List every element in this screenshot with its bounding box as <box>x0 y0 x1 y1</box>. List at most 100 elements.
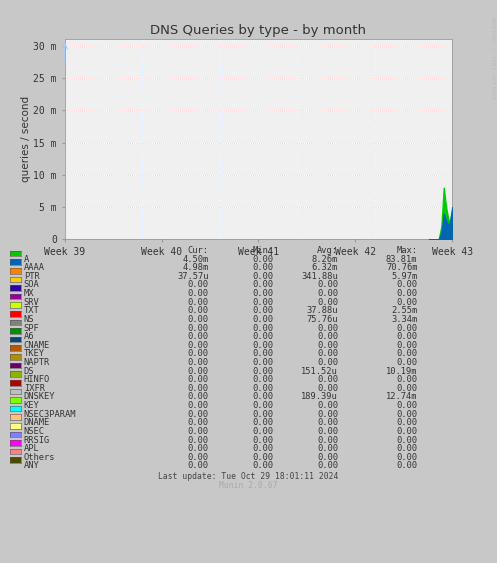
Text: 0.00: 0.00 <box>397 280 417 289</box>
Text: 0.00: 0.00 <box>252 341 273 350</box>
Text: 0.00: 0.00 <box>252 462 273 470</box>
Text: KEY: KEY <box>24 401 40 410</box>
Text: 0.00: 0.00 <box>317 324 338 333</box>
Text: 0.00: 0.00 <box>252 358 273 367</box>
Text: 189.39u: 189.39u <box>301 392 338 401</box>
Text: 0.00: 0.00 <box>397 341 417 350</box>
Text: DNAME: DNAME <box>24 418 50 427</box>
Text: A: A <box>24 254 29 263</box>
Text: APL: APL <box>24 444 40 453</box>
Text: RRSIG: RRSIG <box>24 436 50 445</box>
Text: 0.00: 0.00 <box>188 427 209 436</box>
Text: 0.00: 0.00 <box>188 306 209 315</box>
Text: 0.00: 0.00 <box>188 376 209 384</box>
Text: SRV: SRV <box>24 298 40 307</box>
Text: 0.00: 0.00 <box>317 298 338 307</box>
Text: 0.00: 0.00 <box>397 332 417 341</box>
Text: 0.00: 0.00 <box>397 462 417 470</box>
Text: 0.00: 0.00 <box>317 410 338 419</box>
Text: 0.00: 0.00 <box>397 350 417 359</box>
Text: 4.50m: 4.50m <box>182 254 209 263</box>
Text: 0.00: 0.00 <box>252 410 273 419</box>
Text: Others: Others <box>24 453 55 462</box>
Text: 0.00: 0.00 <box>252 418 273 427</box>
Text: 0.00: 0.00 <box>317 341 338 350</box>
Text: NSEC3PARAM: NSEC3PARAM <box>24 410 77 419</box>
Text: 0.00: 0.00 <box>252 427 273 436</box>
Text: 0.00: 0.00 <box>397 358 417 367</box>
Text: 75.76u: 75.76u <box>307 315 338 324</box>
Text: 0.00: 0.00 <box>317 280 338 289</box>
Text: 341.88u: 341.88u <box>301 272 338 281</box>
Text: 0.00: 0.00 <box>397 324 417 333</box>
Text: 0.00: 0.00 <box>252 272 273 281</box>
Text: 0.00: 0.00 <box>317 444 338 453</box>
Text: 0.00: 0.00 <box>397 384 417 393</box>
Text: 37.88u: 37.88u <box>307 306 338 315</box>
Text: 0.00: 0.00 <box>188 392 209 401</box>
Text: 0.00: 0.00 <box>252 263 273 272</box>
Text: 0.00: 0.00 <box>397 444 417 453</box>
Text: 0.00: 0.00 <box>188 332 209 341</box>
Text: NS: NS <box>24 315 34 324</box>
Text: 0.00: 0.00 <box>188 280 209 289</box>
Text: 0.00: 0.00 <box>252 401 273 410</box>
Text: 0.00: 0.00 <box>397 418 417 427</box>
Text: DS: DS <box>24 367 34 376</box>
Text: SOA: SOA <box>24 280 40 289</box>
Text: 0.00: 0.00 <box>252 444 273 453</box>
Text: 0.00: 0.00 <box>317 427 338 436</box>
Text: 0.00: 0.00 <box>188 358 209 367</box>
Text: 0.00: 0.00 <box>188 289 209 298</box>
Text: 0.00: 0.00 <box>317 350 338 359</box>
Text: 0.00: 0.00 <box>188 384 209 393</box>
Text: 0.00: 0.00 <box>317 401 338 410</box>
Text: DNSKEY: DNSKEY <box>24 392 55 401</box>
Text: 0.00: 0.00 <box>317 376 338 384</box>
Text: 0.00: 0.00 <box>397 427 417 436</box>
Text: 0.00: 0.00 <box>397 453 417 462</box>
Text: 0.00: 0.00 <box>317 436 338 445</box>
Text: Max:: Max: <box>397 246 417 255</box>
Text: 0.00: 0.00 <box>188 436 209 445</box>
Text: 0.00: 0.00 <box>252 376 273 384</box>
Text: 0.00: 0.00 <box>252 254 273 263</box>
Text: NSEC: NSEC <box>24 427 45 436</box>
Text: 0.00: 0.00 <box>252 306 273 315</box>
Text: 0.00: 0.00 <box>252 367 273 376</box>
Text: 0.00: 0.00 <box>252 392 273 401</box>
Text: 4.98m: 4.98m <box>182 263 209 272</box>
Text: 0.00: 0.00 <box>188 444 209 453</box>
Text: 0.00: 0.00 <box>317 453 338 462</box>
Text: Last update: Tue Oct 29 18:01:11 2024: Last update: Tue Oct 29 18:01:11 2024 <box>159 472 338 481</box>
Text: 0.00: 0.00 <box>397 289 417 298</box>
Text: 0.00: 0.00 <box>397 298 417 307</box>
Text: IXFR: IXFR <box>24 384 45 393</box>
Text: 37.57u: 37.57u <box>177 272 209 281</box>
Text: AAAA: AAAA <box>24 263 45 272</box>
Text: 0.00: 0.00 <box>252 453 273 462</box>
Text: SPF: SPF <box>24 324 40 333</box>
Text: HINFO: HINFO <box>24 376 50 384</box>
Text: 0.00: 0.00 <box>252 289 273 298</box>
Text: Avg:: Avg: <box>317 246 338 255</box>
Text: 83.81m: 83.81m <box>386 254 417 263</box>
Text: MX: MX <box>24 289 34 298</box>
Text: 151.52u: 151.52u <box>301 367 338 376</box>
Text: 0.00: 0.00 <box>317 418 338 427</box>
Text: 3.34m: 3.34m <box>391 315 417 324</box>
Text: 2.55m: 2.55m <box>391 306 417 315</box>
Text: 10.19m: 10.19m <box>386 367 417 376</box>
Text: 0.00: 0.00 <box>252 350 273 359</box>
Text: 0.00: 0.00 <box>252 324 273 333</box>
Text: 0.00: 0.00 <box>317 332 338 341</box>
Text: 0.00: 0.00 <box>317 462 338 470</box>
Text: 0.00: 0.00 <box>252 298 273 307</box>
Text: TKEY: TKEY <box>24 350 45 359</box>
Text: 0.00: 0.00 <box>397 436 417 445</box>
Text: 0.00: 0.00 <box>188 324 209 333</box>
Text: 0.00: 0.00 <box>317 358 338 367</box>
Text: 0.00: 0.00 <box>397 401 417 410</box>
Text: 0.00: 0.00 <box>317 384 338 393</box>
Text: 6.32m: 6.32m <box>312 263 338 272</box>
